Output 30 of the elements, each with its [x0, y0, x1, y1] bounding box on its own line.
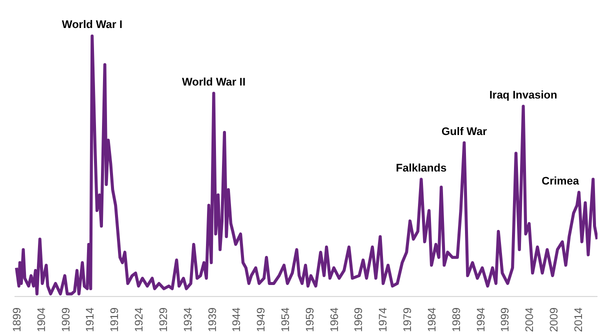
x-tick-label: 1949	[256, 307, 268, 332]
x-tick-label: 1994	[475, 307, 488, 332]
x-tick-label: 1939	[206, 307, 219, 332]
x-tick-label: 1904	[36, 307, 48, 332]
x-tick-label: 1909	[60, 307, 72, 332]
x-tick-label: 1984	[426, 307, 438, 332]
annotation: Falklands	[396, 162, 447, 174]
x-tick-label: 1974	[378, 307, 390, 332]
annotation: World War II	[182, 76, 246, 88]
x-tick-label: 1944	[231, 307, 244, 332]
x-tick-label: 1989	[450, 307, 463, 332]
x-tick-label: 2004	[524, 307, 536, 332]
annotation: Iraq Invasion	[489, 89, 558, 102]
x-tick-label: 1979	[402, 307, 414, 332]
annotation: Crimea	[542, 175, 580, 188]
x-tick-label: 1924	[134, 307, 146, 332]
x-tick-label: 1969	[353, 307, 366, 332]
x-tick-label: 2009	[548, 307, 561, 332]
x-tick-label: 1934	[182, 307, 194, 332]
x-tick-label: 1899	[11, 307, 24, 332]
x-tick-label: 1914	[84, 307, 97, 332]
x-tick-label: 1999	[500, 307, 512, 332]
annotation: World War I	[62, 18, 122, 31]
x-tick-label: 1959	[304, 307, 316, 332]
x-tick-label: 1919	[109, 307, 122, 332]
x-tick-label: 1954	[280, 307, 292, 332]
x-tick-label: 2014	[572, 307, 585, 332]
annotation: Gulf War	[441, 126, 488, 138]
x-tick-label: 1929	[158, 307, 170, 332]
x-tick-label: 1964	[328, 307, 341, 332]
